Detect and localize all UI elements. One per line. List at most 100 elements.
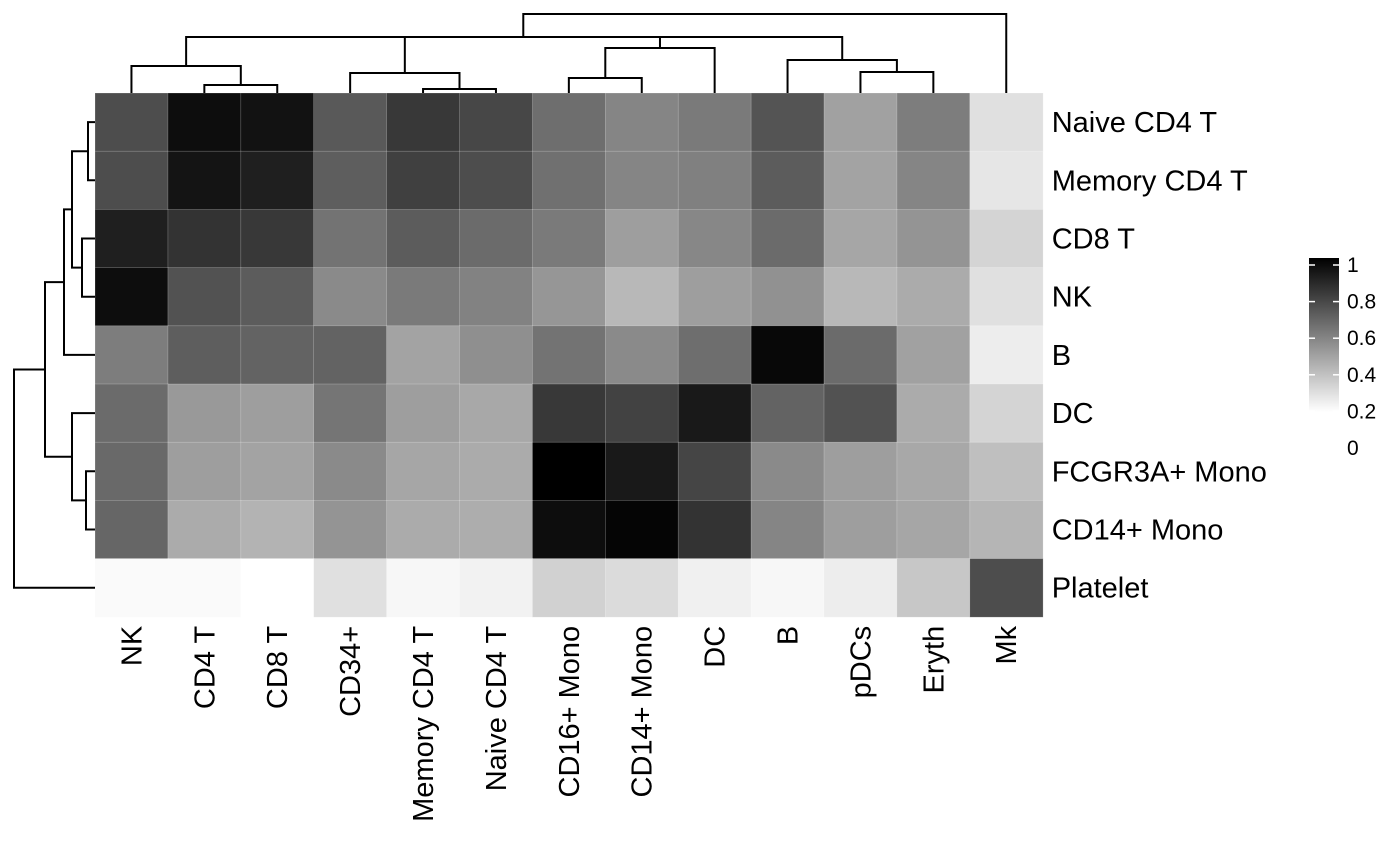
heatmap-cell-dc-b xyxy=(750,383,825,443)
heatmap-cell-nk-nk xyxy=(94,267,169,327)
row-labels: Naive CD4 T Memory CD4 T CD8 T NK B DC FCGR3A+… xyxy=(1052,107,1267,605)
heatmap-cell-cd8-t-b xyxy=(750,209,825,269)
heatmap-cell-platelet-b xyxy=(750,558,825,618)
heatmap-cell-nk-eryth xyxy=(896,267,971,327)
heatmap-cell-memory-cd4-t-cd14-mono xyxy=(604,150,679,211)
heatmap-cell-dc-naive-cd4-t xyxy=(459,383,534,443)
heatmap-cell-nk-pdcs xyxy=(823,267,898,327)
column-dendrogram-branch xyxy=(567,77,643,93)
heatmap-cell-dc-cd8-t xyxy=(240,383,315,443)
row-dendrogram-branch xyxy=(71,150,88,269)
row-dendrogram-branch xyxy=(87,121,95,182)
color-legend: 0 0.2 0.4 0.6 0.8 1 xyxy=(1309,254,1377,460)
heatmap-cell-memory-cd4-t-nk xyxy=(94,150,169,211)
heatmap-cell-naive-cd4-t-eryth xyxy=(896,92,971,152)
column-label-eryth: Eryth xyxy=(918,626,950,694)
heatmap-cell-cd14-mono-pdcs xyxy=(823,500,898,560)
heatmap-cell-fcgr3a-mono-cd8-t xyxy=(240,441,315,502)
heatmap-cell-naive-cd4-t-memory-cd4-t xyxy=(386,92,461,152)
heatmap-cell-platelet-nk xyxy=(94,558,169,618)
heatmap-cell-fcgr3a-mono-nk xyxy=(94,441,169,502)
heatmap-cell-cd8-t-pdcs xyxy=(823,209,898,269)
row-label-platelet: Platelet xyxy=(1052,573,1149,605)
heatmap-cell-b-cd14-mono xyxy=(604,325,679,385)
heatmap-cell-naive-cd4-t-pdcs xyxy=(823,92,898,152)
heatmap-cell-naive-cd4-t-naive-cd4-t xyxy=(459,92,534,152)
row-dendrogram xyxy=(13,121,95,589)
row-label-naive-cd4-t: Naive CD4 T xyxy=(1052,107,1218,139)
heatmap-cell-cd14-mono-dc xyxy=(677,500,752,560)
row-label-dc: DC xyxy=(1052,398,1094,430)
heatmap-cell-memory-cd4-t-eryth xyxy=(896,150,971,211)
heatmap-cell-platelet-cd34 xyxy=(313,558,388,618)
heatmap-cell-nk-naive-cd4-t xyxy=(459,267,534,327)
column-dendrogram-branch xyxy=(203,84,279,93)
column-label-mk: Mk xyxy=(991,625,1023,664)
legend-ticks: 0 0.2 0.4 0.6 0.8 1 xyxy=(1309,254,1377,460)
heatmap-cell-cd14-mono-b xyxy=(750,500,825,560)
heatmap-cell-cd8-t-dc xyxy=(677,209,752,269)
column-label-dc: DC xyxy=(700,626,732,668)
column-dendrogram-branch xyxy=(130,65,242,93)
column-label-pdcs: pDCs xyxy=(845,626,877,699)
heatmap-cell-naive-cd4-t-cd8-t xyxy=(240,92,315,152)
heatmap-cell-cd8-t-cd8-t xyxy=(240,209,315,269)
legend-tick-label: 1 xyxy=(1347,254,1359,277)
heatmap-cell-platelet-cd8-t xyxy=(240,558,315,618)
heatmap-cell-naive-cd4-t-b xyxy=(750,92,825,152)
row-dendrogram-branch xyxy=(44,281,72,458)
heatmap-cells xyxy=(94,92,1044,618)
column-label-memory-cd4-t: Memory CD4 T xyxy=(408,626,440,822)
heatmap-cell-platelet-dc xyxy=(677,558,752,618)
heatmap-cell-naive-cd4-t-cd16-mono xyxy=(532,92,607,152)
heatmap-cell-cd8-t-memory-cd4-t xyxy=(386,209,461,269)
heatmap-cell-nk-mk xyxy=(969,267,1044,327)
legend-tick-label: 0.4 xyxy=(1347,364,1377,387)
row-dendrogram-branch xyxy=(71,412,95,502)
heatmap-cell-dc-pdcs xyxy=(823,383,898,443)
heatmap-cell-b-nk xyxy=(94,325,169,385)
heatmap-cell-naive-cd4-t-dc xyxy=(677,92,752,152)
heatmap-cell-b-cd16-mono xyxy=(532,325,607,385)
column-label-cd16-mono: CD16+ Mono xyxy=(554,626,586,798)
column-dendrogram-branch xyxy=(522,13,1008,93)
heatmap-cell-naive-cd4-t-cd34 xyxy=(313,92,388,152)
column-dendrogram-branch xyxy=(786,59,898,93)
heatmap-cell-fcgr3a-mono-memory-cd4-t xyxy=(386,441,461,502)
heatmap-cell-b-cd34 xyxy=(313,325,388,385)
heatmap-cell-nk-b xyxy=(750,267,825,327)
heatmap-cell-memory-cd4-t-naive-cd4-t xyxy=(459,150,534,211)
heatmap-cell-nk-cd14-mono xyxy=(604,267,679,327)
heatmap-cell-b-b xyxy=(750,325,825,385)
heatmap-cell-dc-dc xyxy=(677,383,752,443)
heatmap-cell-cd8-t-mk xyxy=(969,209,1044,269)
row-dendrogram-branch xyxy=(81,237,95,298)
row-label-memory-cd4-t: Memory CD4 T xyxy=(1052,165,1248,197)
column-label-cd4-t: CD4 T xyxy=(189,626,221,710)
heatmap-cell-b-mk xyxy=(969,325,1044,385)
heatmap-cell-memory-cd4-t-memory-cd4-t xyxy=(386,150,461,211)
column-dendrogram-branch xyxy=(859,71,935,93)
heatmap-cell-dc-mk xyxy=(969,383,1044,443)
heatmap-cell-cd14-mono-cd8-t xyxy=(240,500,315,560)
heatmap-cell-naive-cd4-t-nk xyxy=(94,92,169,152)
heatmap-cell-memory-cd4-t-mk xyxy=(969,150,1044,211)
row-dendrogram-branch xyxy=(13,368,95,589)
column-dendrogram xyxy=(130,13,1008,93)
heatmap-cell-cd14-mono-naive-cd4-t xyxy=(459,500,534,560)
heatmap-cell-nk-dc xyxy=(677,267,752,327)
heatmap-cell-cd14-mono-memory-cd4-t xyxy=(386,500,461,560)
legend-tick-label: 0.2 xyxy=(1347,400,1376,423)
heatmap-cell-fcgr3a-mono-dc xyxy=(677,441,752,502)
heatmap-cell-fcgr3a-mono-cd16-mono xyxy=(532,441,607,502)
heatmap-cell-memory-cd4-t-cd8-t xyxy=(240,150,315,211)
heatmap-cell-b-cd8-t xyxy=(240,325,315,385)
legend-tick-label: 0.6 xyxy=(1347,327,1376,350)
heatmap-cell-cd14-mono-cd34 xyxy=(313,500,388,560)
heatmap-cell-memory-cd4-t-b xyxy=(750,150,825,211)
row-label-b: B xyxy=(1052,340,1071,372)
heatmap-cell-platelet-naive-cd4-t xyxy=(459,558,534,618)
heatmap-cell-platelet-cd14-mono xyxy=(604,558,679,618)
heatmap-cell-fcgr3a-mono-cd4-t xyxy=(167,441,242,502)
